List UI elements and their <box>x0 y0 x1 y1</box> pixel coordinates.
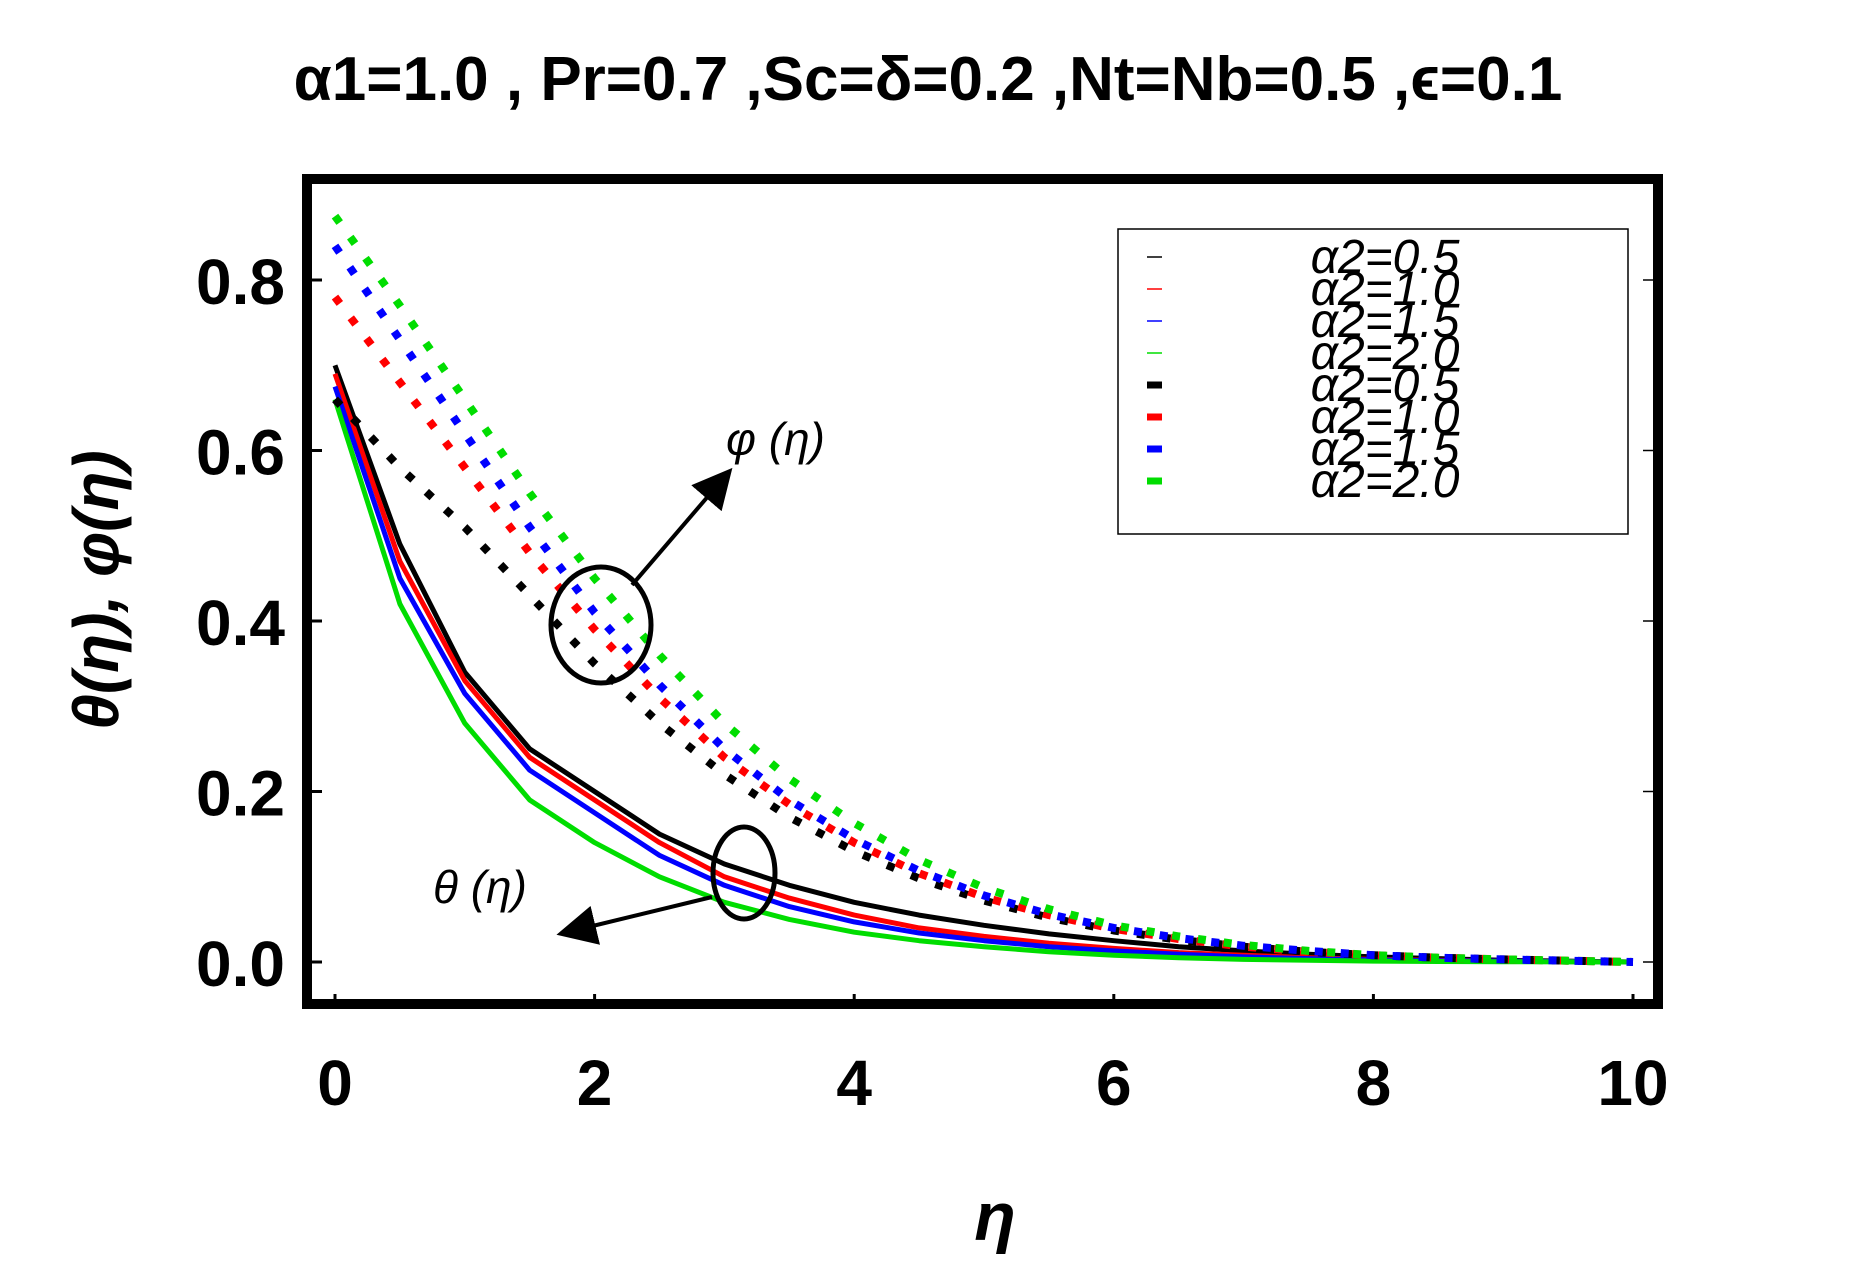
phi-ellipse <box>548 564 654 686</box>
phi-line-6 <box>331 243 1634 966</box>
y-tick-label: 0.0 <box>196 928 285 1000</box>
series-layer <box>331 213 1634 966</box>
y-tick-label: 0.2 <box>196 758 285 830</box>
y-axis-label: θ(η), φ(η) <box>60 450 132 730</box>
theta-arrow <box>556 895 713 945</box>
theta-annotation: θ (η) <box>433 861 527 913</box>
legend-label: α2=2.0 <box>1311 455 1460 508</box>
legend-label: α2=2.0 <box>1311 327 1460 380</box>
y-axis-ticks: 0.0 0.2 0.4 0.6 0.8 <box>196 246 1658 1000</box>
x-tick-label: 8 <box>1356 1047 1392 1119</box>
x-tick-label: 4 <box>836 1047 872 1119</box>
y-tick-label: 0.8 <box>196 246 285 318</box>
x-axis-label: η <box>974 1179 1016 1255</box>
x-tick-label: 0 <box>317 1047 353 1119</box>
legend-label: α2=1.0 <box>1311 391 1460 444</box>
plot-frame <box>302 174 1663 1009</box>
legend-label: α2=1.0 <box>1311 263 1460 316</box>
legend-label: α2=1.5 <box>1311 423 1460 476</box>
legend: α2=0.5α2=1.0α2=1.5α2=2.0α2=0.5α2=1.0α2=1… <box>1117 228 1629 535</box>
chart-title: α1=1.0 , Pr=0.7 ,Sc=δ=0.2 ,Nt=Nb=0.5 ,ϵ=… <box>294 45 1563 114</box>
legend-label: α2=1.5 <box>1311 295 1460 348</box>
x-tick-label: 6 <box>1096 1047 1132 1119</box>
legend-box <box>1117 228 1629 535</box>
theta-line-3 <box>332 398 1634 965</box>
theta-ellipse <box>710 824 778 922</box>
x-tick-label: 10 <box>1597 1047 1668 1119</box>
x-tick-label: 2 <box>577 1047 613 1119</box>
phi-arrow <box>630 467 733 587</box>
x-axis-ticks: 0 2 4 6 8 10 <box>317 994 1669 1119</box>
annotation-layer: φ (η) θ (η) <box>433 413 825 945</box>
y-tick-label: 0.4 <box>196 587 285 659</box>
legend-label: α2=0.5 <box>1311 359 1460 412</box>
legend-label: α2=0.5 <box>1311 231 1460 284</box>
y-tick-label: 0.6 <box>196 417 285 489</box>
phi-annotation: φ (η) <box>726 413 825 465</box>
